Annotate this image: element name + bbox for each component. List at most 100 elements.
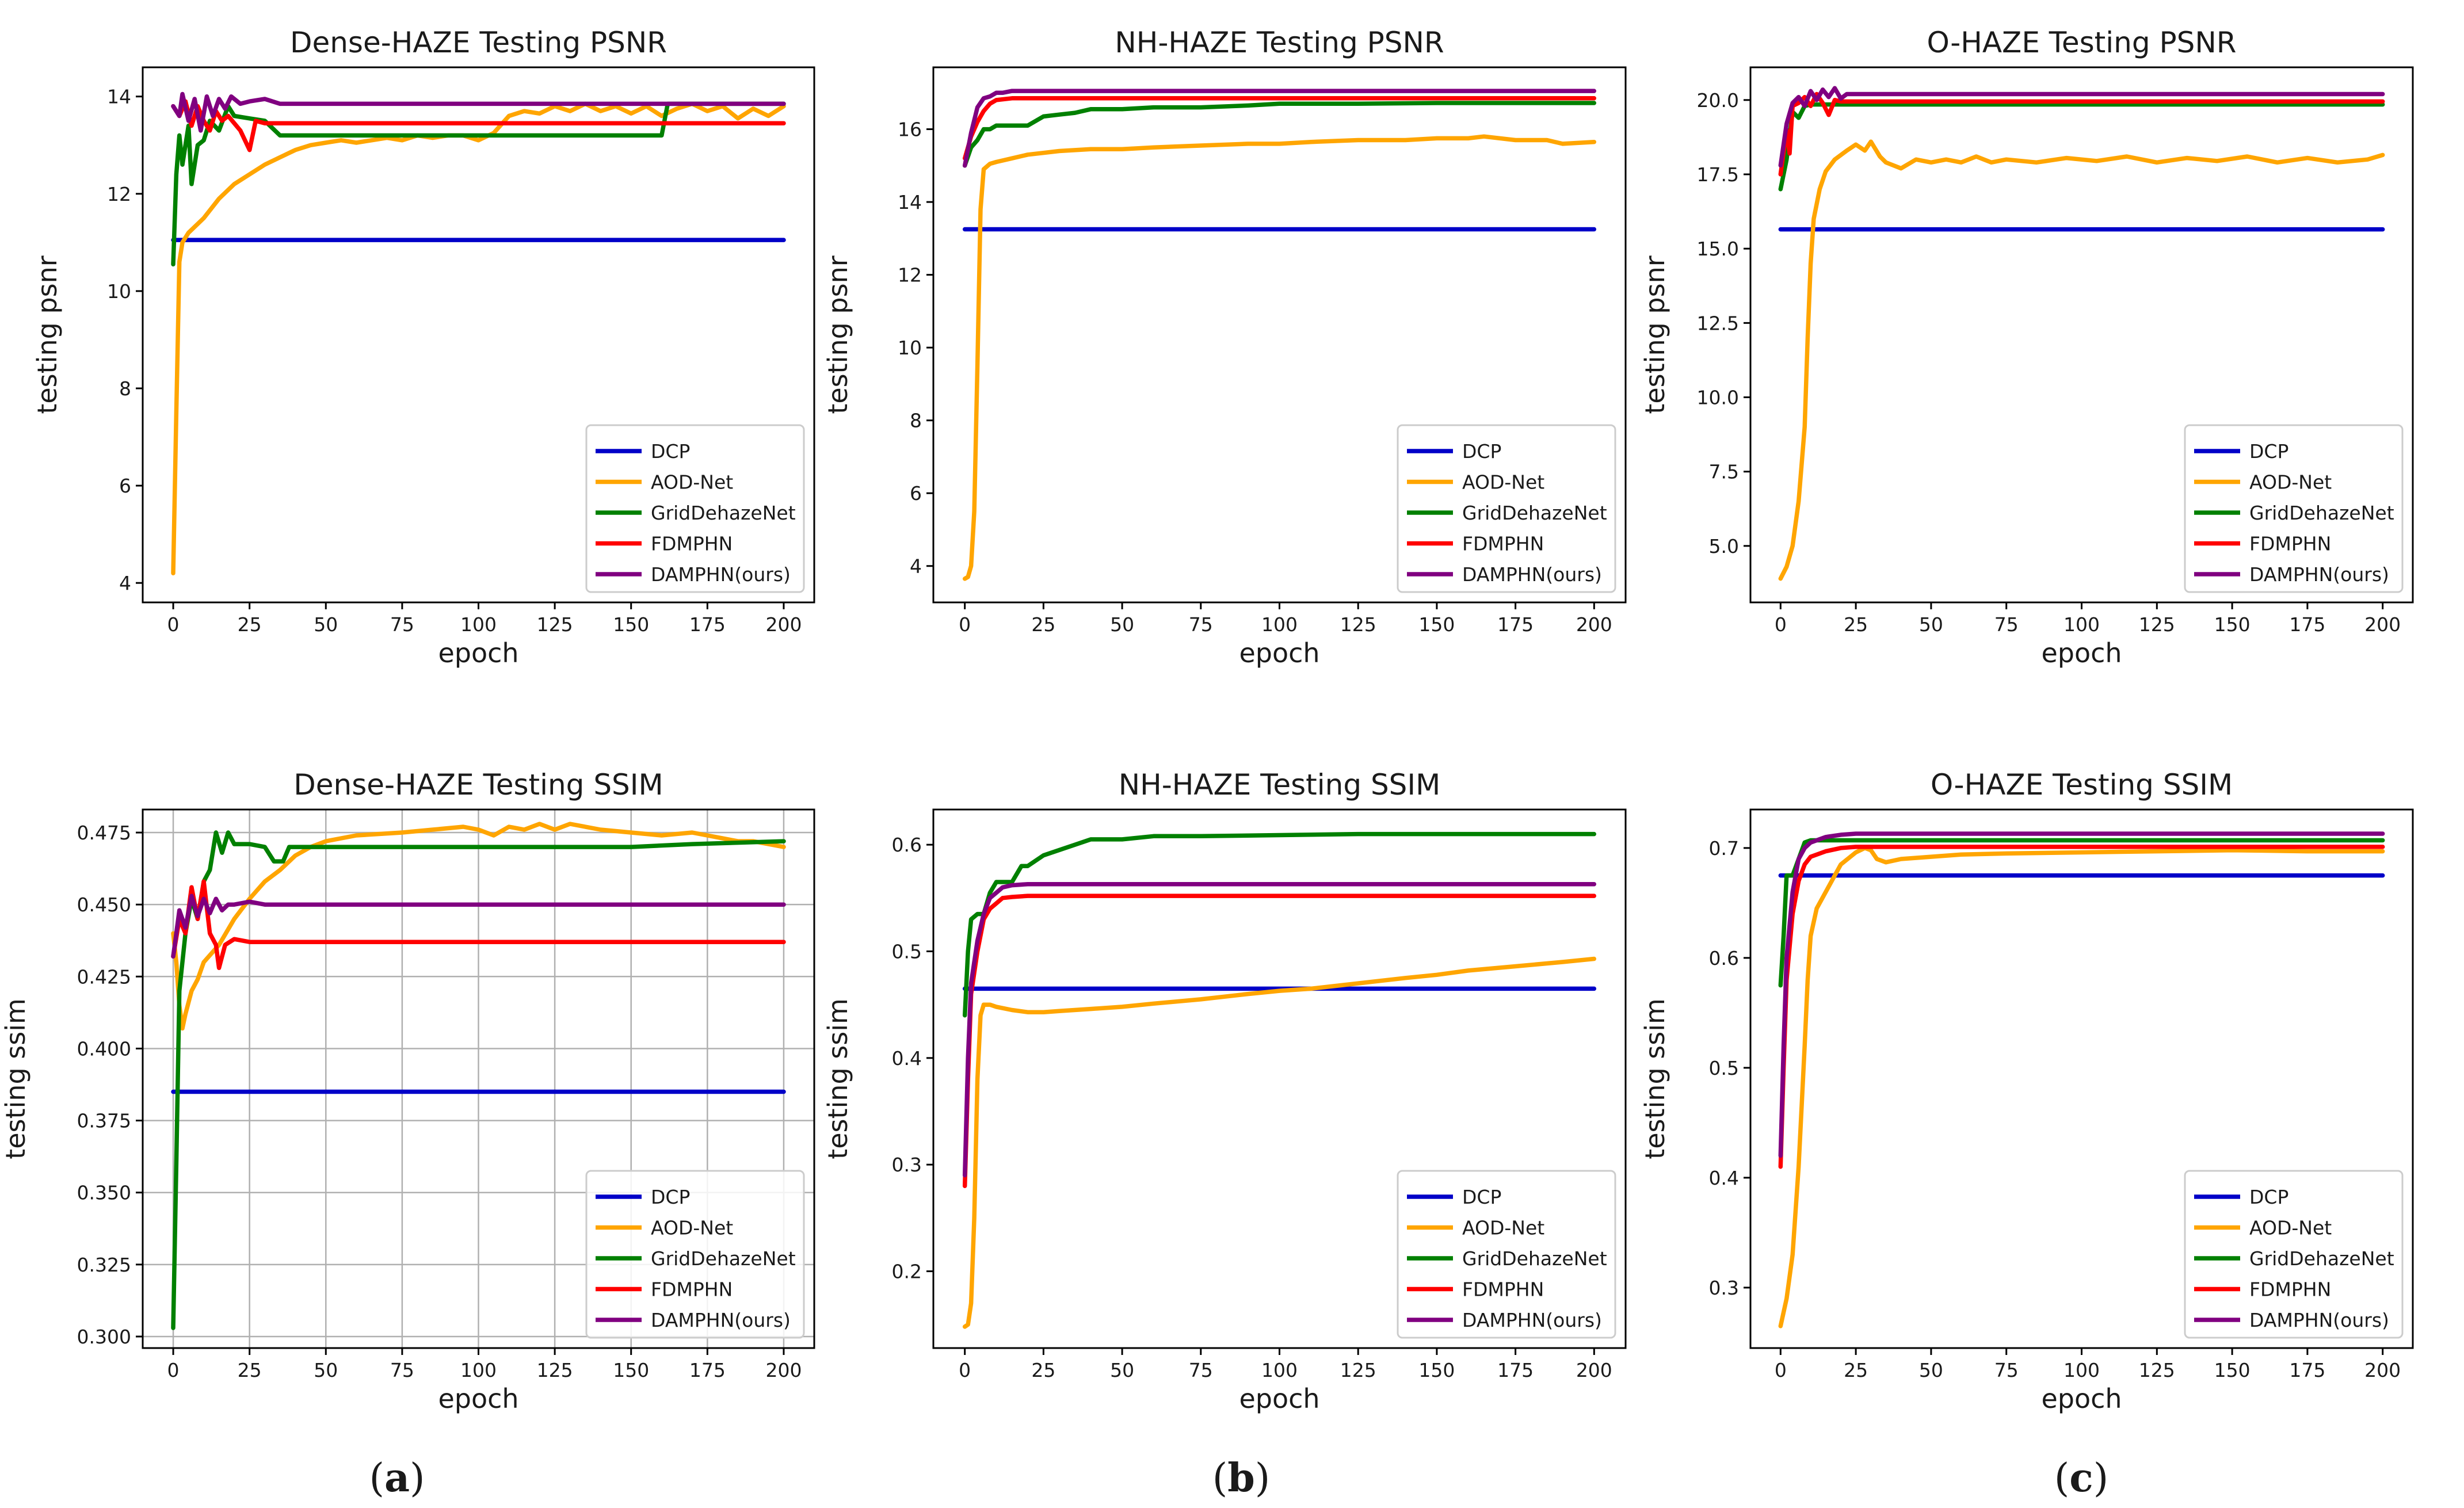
y-tick-label: 6 — [119, 475, 131, 497]
x-axis-label: epoch — [438, 1383, 518, 1414]
y-axis-label: testing ssim — [822, 998, 853, 1159]
caption-letter: a — [384, 1455, 410, 1501]
x-tick-label: 50 — [1110, 1359, 1134, 1381]
legend-entry: DCP — [1462, 1186, 1501, 1208]
y-tick-label: 0.475 — [77, 822, 131, 844]
x-tick-label: 100 — [1261, 1359, 1298, 1381]
y-tick-label: 4 — [910, 555, 922, 578]
y-tick-label: 15.0 — [1697, 238, 1739, 260]
y-tick-label: 4 — [119, 572, 131, 594]
y-tick-label: 0.6 — [892, 834, 922, 856]
series-lines — [171, 91, 786, 576]
chart-panel-5: 0 25 50 75 100 125 150 175 200 0.2 0.3 0.4 0.5 0.6 NH-… — [822, 768, 1627, 1414]
legend-entry: DCP — [1462, 440, 1501, 463]
series-lines — [962, 89, 1597, 581]
chart-panel-1: 0 25 50 75 100 125 150 175 200 4 6 8 10 12 14 Dense-HAZ… — [32, 26, 815, 669]
legend-entry: DAMPHN(ours) — [1462, 563, 1602, 586]
y-tick-label: 0.375 — [77, 1110, 131, 1132]
x-tick-label: 75 — [1994, 1359, 2019, 1381]
x-tick-label: 25 — [238, 1359, 262, 1381]
y-tick-label: 12 — [107, 183, 131, 205]
series-line-griddehazenet — [962, 101, 1597, 168]
y-tick-label: 0.4 — [892, 1047, 922, 1070]
y-axis-label: testing psnr — [1639, 255, 1670, 414]
caption-letter: c — [2069, 1455, 2093, 1501]
x-tick-label: 200 — [2364, 613, 2401, 636]
x-tick-label: 125 — [537, 1359, 573, 1381]
legend-box — [1397, 1170, 1616, 1339]
legend-entry: DCP — [2249, 1186, 2288, 1208]
chart-panel-2: 0 25 50 75 100 125 150 175 200 4 6 8 10 12 14 16 NH-HAZE… — [822, 26, 1627, 669]
x-tick-label: 100 — [460, 1359, 497, 1381]
series-line-griddehazenet — [1778, 838, 2385, 988]
series-line-griddehazenet — [962, 831, 1597, 1018]
y-tick-label: 7.5 — [1709, 461, 1739, 483]
x-tick-label: 125 — [1340, 613, 1376, 636]
legend-entry: DCP — [651, 1186, 690, 1208]
chart-title: O-HAZE Testing PSNR — [1927, 26, 2236, 59]
legend-entry: FDMPHN — [651, 533, 733, 555]
y-tick-label: 0.300 — [77, 1326, 131, 1348]
y-tick-label: 0.7 — [1709, 837, 1739, 860]
x-tick-label: 175 — [1497, 1359, 1534, 1381]
series-line-aod-net — [962, 134, 1597, 581]
x-tick-label: 25 — [1844, 1359, 1868, 1381]
series-line-damphn-ours — [962, 89, 1597, 168]
legend-box — [2184, 424, 2404, 593]
y-tick-label: 14 — [898, 191, 922, 213]
y-tick-label: 0.425 — [77, 965, 131, 988]
caption-open-paren: ( — [1212, 1456, 1228, 1501]
x-tick-label: 150 — [613, 1359, 649, 1381]
x-tick-label: 50 — [314, 613, 338, 636]
x-tick-label: 0 — [167, 613, 180, 636]
legend-entry: AOD-Net — [2249, 471, 2332, 494]
x-tick-label: 50 — [1919, 1359, 1943, 1381]
series-line-damphn-ours — [1778, 831, 2385, 1158]
legend: DCP AOD-Net GridDehazeNet FDMPHN DAMPHN(ours… — [1397, 424, 1616, 593]
legend-entry: AOD-Net — [1462, 1217, 1544, 1239]
x-tick-label: 75 — [1994, 613, 2019, 636]
caption-open-paren: ( — [369, 1456, 384, 1501]
legend-entry: AOD-Net — [651, 471, 733, 494]
y-tick-label: 0.325 — [77, 1254, 131, 1276]
x-tick-label: 125 — [537, 613, 573, 636]
series-line-griddehazenet — [171, 101, 786, 267]
x-axis-label: epoch — [1239, 637, 1319, 669]
chart-title: Dense-HAZE Testing PSNR — [290, 26, 667, 59]
x-tick-label: 100 — [2063, 613, 2100, 636]
legend-entry: DAMPHN(ours) — [651, 563, 791, 586]
x-axis-label: epoch — [2041, 637, 2122, 669]
legend: DCP AOD-Net GridDehazeNet FDMPHN DAMPHN(ours… — [585, 1170, 805, 1339]
x-tick-label: 200 — [765, 1359, 802, 1381]
y-tick-label: 16 — [898, 119, 922, 141]
legend-box — [585, 424, 805, 593]
x-tick-label: 175 — [689, 1359, 726, 1381]
y-axis-label: testing ssim — [1639, 998, 1670, 1159]
legend-entry: FDMPHN — [651, 1278, 733, 1301]
legend-box — [2184, 1170, 2404, 1339]
x-tick-label: 200 — [1576, 613, 1612, 636]
legend-entry: FDMPHN — [2249, 1278, 2331, 1301]
legend-entry: DAMPHN(ours) — [1462, 1309, 1602, 1331]
legend-entry: FDMPHN — [1462, 533, 1544, 555]
x-tick-label: 0 — [167, 1359, 180, 1381]
y-tick-label: 14 — [107, 86, 131, 108]
legend: DCP AOD-Net GridDehazeNet FDMPHN DAMPHN(ours… — [585, 424, 805, 593]
series-lines — [171, 822, 786, 1330]
legend-entry: GridDehazeNet — [2249, 1247, 2394, 1270]
series-line-fdmphn — [962, 96, 1597, 161]
y-axis-label: testing psnr — [32, 255, 63, 414]
y-tick-label: 0.2 — [892, 1261, 922, 1283]
x-tick-label: 75 — [1189, 613, 1213, 636]
caption-close-paren: ) — [2093, 1456, 2109, 1501]
legend: DCP AOD-Net GridDehazeNet FDMPHN DAMPHN(ours… — [1397, 1170, 1616, 1339]
y-tick-label: 10.0 — [1697, 387, 1739, 409]
series-lines — [1778, 86, 2385, 581]
x-axis-label: epoch — [1239, 1383, 1319, 1414]
chart-panel-6: 0 25 50 75 100 125 150 175 200 0.3 0.4 0.5 0.6 0.7 O-H… — [1639, 768, 2414, 1414]
legend-box — [1397, 424, 1616, 593]
series-lines — [1778, 831, 2385, 1328]
y-tick-label: 0.4 — [1709, 1167, 1739, 1189]
x-tick-label: 0 — [1775, 1359, 1787, 1381]
